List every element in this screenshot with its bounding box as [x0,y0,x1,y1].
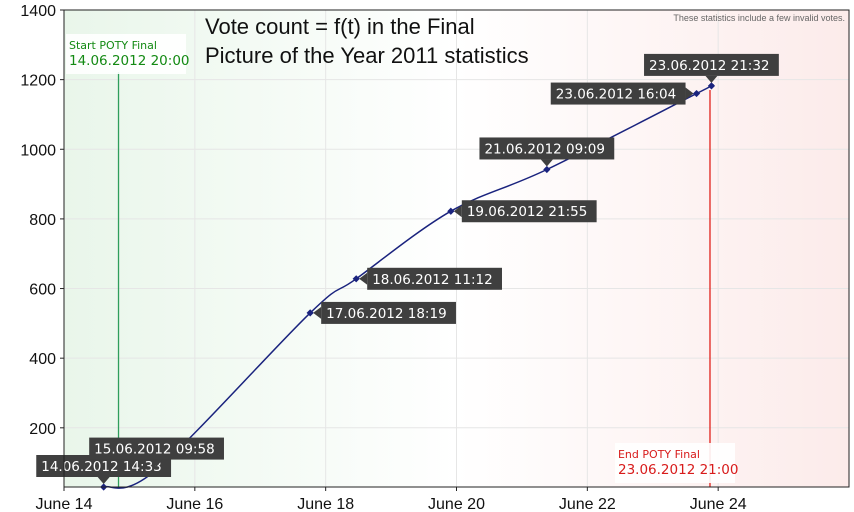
callout-box [321,301,456,324]
callout-label: 21.06.2012 09:09 [484,141,605,157]
title-layer: Vote count = f(t) in the Final Picture o… [205,13,845,68]
plot-frame [63,9,850,488]
y-tick-label: 1400 [20,3,56,20]
y-tick-label: 600 [29,282,56,299]
callout-label: 19.06.2012 21:55 [467,204,588,220]
axis-layer: 200 400 600 800 1000 1200 1400 June 14 June 16 Ju… [20,3,746,512]
callout-box [89,437,224,460]
callout-pointer [150,459,163,467]
callout-box [550,82,686,105]
callout-pointer [685,87,694,100]
callout-pointer [97,477,110,484]
start-marker-box [66,34,186,74]
y-tick-label: 1000 [20,142,56,159]
y-tick-label: 400 [29,351,56,368]
callout-box [479,137,615,160]
callout-pointer [453,205,462,218]
start-marker-date: 14.06.2012 20:00 [69,53,190,69]
x-tick-label: June 16 [166,496,223,512]
callout-box [644,53,779,76]
data-point [352,275,360,283]
chart-title-line-1: Vote count = f(t) in the Final [205,14,475,39]
data-point [692,89,701,98]
callout-label: 18.06.2012 11:12 [372,272,493,288]
callout-box [367,267,502,290]
callout-pointer [313,306,322,319]
start-marker-title: Start POTY Final [69,39,157,52]
x-tick-label: June 20 [428,496,485,512]
end-marker-title: End POTY Final [618,448,700,461]
callout-pointer [705,75,718,83]
data-point [543,165,551,174]
callout-label: 23.06.2012 16:04 [556,87,677,103]
x-tick-label: June 14 [36,496,93,512]
callout-pointer [359,272,368,285]
y-tick-label: 200 [29,421,56,438]
end-marker-box [614,443,735,483]
y-tick-label: 800 [29,212,56,229]
x-tick-label: June 18 [297,496,354,512]
callout-box [36,455,172,477]
data-point [306,309,314,317]
x-tick-label: June 24 [690,496,747,512]
data-point [707,82,716,90]
y-tick-label: 1200 [20,73,56,90]
callout-pointer [540,159,553,167]
callout-label: 17.06.2012 18:19 [326,306,447,322]
chart-title-line-2: Picture of the Year 2011 statistics [205,43,529,68]
callout-label: 14.06.2012 14:33 [41,459,162,475]
callout-label: 23.06.2012 21:32 [649,58,770,74]
chart-note: These statistics include a few invalid v… [673,13,845,23]
callout-box [461,200,597,223]
x-tick-label: June 22 [559,496,616,512]
end-marker-date: 23.06.2012 21:00 [618,462,739,478]
data-point [447,207,455,215]
callout-label: 15.06.2012 09:58 [94,442,215,458]
